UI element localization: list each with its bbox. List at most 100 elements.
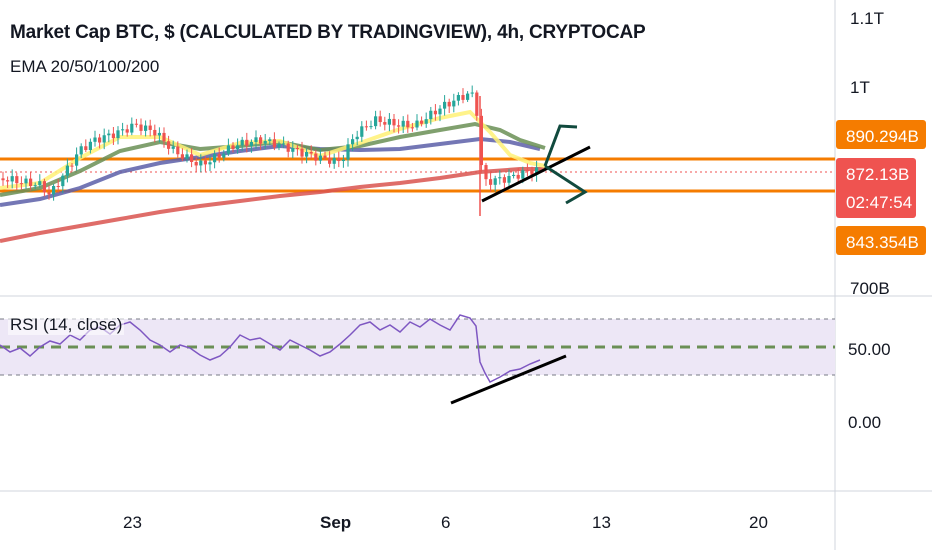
candle-body (203, 160, 207, 165)
candle-body (222, 153, 226, 158)
candle-body (424, 119, 428, 124)
candle-body (300, 148, 304, 157)
candle-body (240, 139, 244, 146)
candle-body (93, 137, 97, 142)
candle-body (535, 167, 539, 175)
svg-text:872.13B: 872.13B (846, 165, 909, 184)
candle-body (286, 143, 290, 152)
candle-body (125, 129, 129, 133)
candle-body (121, 129, 125, 131)
candle-body (410, 127, 414, 129)
candle-body (153, 129, 157, 136)
candle-body (167, 141, 171, 149)
candle-body (475, 92, 479, 116)
price-tag-lower-level: 843.354B (836, 226, 926, 255)
candle-body (15, 176, 19, 184)
candle-body (236, 145, 240, 150)
ema200-line (0, 167, 545, 243)
candle-body (84, 146, 88, 151)
candle-body (387, 118, 391, 125)
candle-body (56, 186, 60, 188)
candle-body (10, 176, 14, 182)
candle-body (489, 179, 493, 185)
candle-body (47, 192, 51, 195)
candle-body (328, 157, 332, 164)
candle-body (332, 157, 336, 164)
candle-body (19, 183, 23, 185)
candle-body (148, 125, 152, 130)
candle-body (52, 186, 56, 195)
candle-body (346, 144, 350, 160)
candle-body (1, 178, 5, 181)
candle-body (512, 174, 516, 176)
candle-body (6, 180, 10, 182)
candle-body (185, 154, 189, 159)
candle-body (208, 162, 212, 165)
candle-body (401, 120, 405, 127)
candle-body (98, 137, 102, 143)
candle-body (355, 136, 359, 140)
candle-body (484, 165, 488, 180)
candle-body (217, 154, 221, 158)
candle-body (291, 148, 295, 152)
candle-body (461, 95, 465, 100)
candle-body (75, 154, 79, 166)
candle-body (231, 145, 235, 150)
candle-body (157, 132, 161, 136)
candle-body (134, 123, 138, 125)
rsi-axis-label-0: 0.00 (848, 413, 881, 432)
candle-body (406, 120, 410, 128)
time-axis-label-6: 6 (441, 513, 450, 532)
time-axis-label-sep: Sep (320, 513, 351, 532)
candle-body (521, 170, 525, 179)
candle-body (190, 154, 194, 162)
candle-body (162, 132, 166, 142)
time-axis-label-23: 23 (123, 513, 142, 532)
candle-body (213, 154, 217, 163)
candle-body (498, 177, 502, 179)
candle-body (249, 141, 253, 146)
candle-body (466, 93, 470, 100)
candle-body (314, 153, 318, 161)
price-trendline[interactable] (481, 145, 591, 203)
upper-arrow[interactable] (543, 124, 578, 167)
rsi-trendline[interactable] (450, 354, 567, 405)
price-axis-label-700B: 700B (850, 279, 890, 298)
candle-body (433, 110, 437, 115)
rsi-legend[interactable]: RSI (14, close) (8, 315, 125, 335)
candle-body (282, 143, 286, 145)
candle-body (268, 139, 272, 141)
candle-body (24, 178, 28, 184)
candle-body (180, 154, 184, 159)
candle-body (102, 135, 106, 143)
price-axis-label-1T: 1T (850, 78, 870, 97)
candle-body (374, 116, 378, 127)
candle-body (415, 120, 419, 128)
candle-body (130, 123, 134, 133)
candle-body (438, 108, 442, 115)
candle-body (111, 133, 115, 139)
candle-body (107, 133, 111, 136)
time-axis-label-20: 20 (749, 513, 768, 532)
time-axis-label-13: 13 (592, 513, 611, 532)
candle-body (516, 174, 520, 179)
candle-body (70, 165, 74, 167)
lower-arrow[interactable] (544, 164, 588, 205)
candle-body (525, 170, 529, 172)
candle-body (277, 143, 281, 148)
candle-body (502, 177, 506, 183)
candle-body (530, 170, 534, 175)
rsi-axis-label-50: 50.00 (848, 340, 891, 359)
candle-body (171, 146, 175, 149)
price-axis-label-1.1T: 1.1T (850, 9, 884, 28)
candle-body (447, 101, 451, 107)
indicator-legend[interactable]: EMA 20/50/100/200 (10, 57, 160, 76)
candle-body (364, 126, 368, 128)
candle-body (245, 139, 249, 146)
candle-body (88, 141, 92, 151)
candle-body (254, 137, 258, 142)
candle-body (33, 185, 37, 187)
candle-body (323, 155, 327, 158)
candle-body (226, 145, 230, 154)
